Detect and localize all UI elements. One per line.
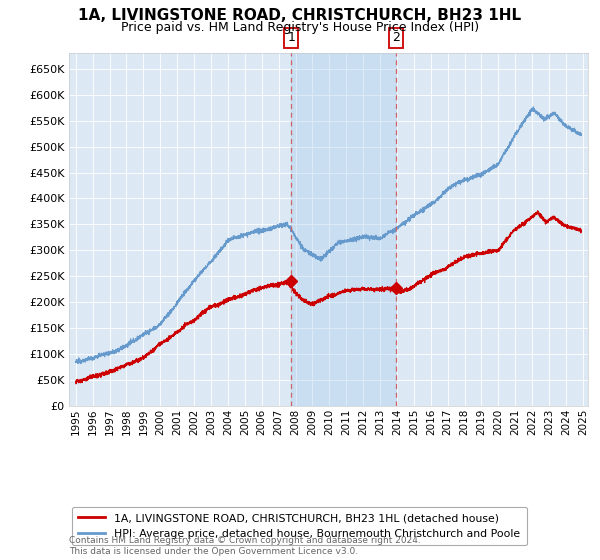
Text: 1: 1 — [287, 31, 295, 44]
Bar — [292, 53, 395, 406]
Text: Price paid vs. HM Land Registry's House Price Index (HPI): Price paid vs. HM Land Registry's House … — [121, 21, 479, 34]
Text: 2: 2 — [392, 31, 400, 44]
Text: Contains HM Land Registry data © Crown copyright and database right 2024.
This d: Contains HM Land Registry data © Crown c… — [69, 536, 421, 556]
Text: 1A, LIVINGSTONE ROAD, CHRISTCHURCH, BH23 1HL: 1A, LIVINGSTONE ROAD, CHRISTCHURCH, BH23… — [79, 8, 521, 24]
Legend: 1A, LIVINGSTONE ROAD, CHRISTCHURCH, BH23 1HL (detached house), HPI: Average pric: 1A, LIVINGSTONE ROAD, CHRISTCHURCH, BH23… — [72, 507, 527, 545]
